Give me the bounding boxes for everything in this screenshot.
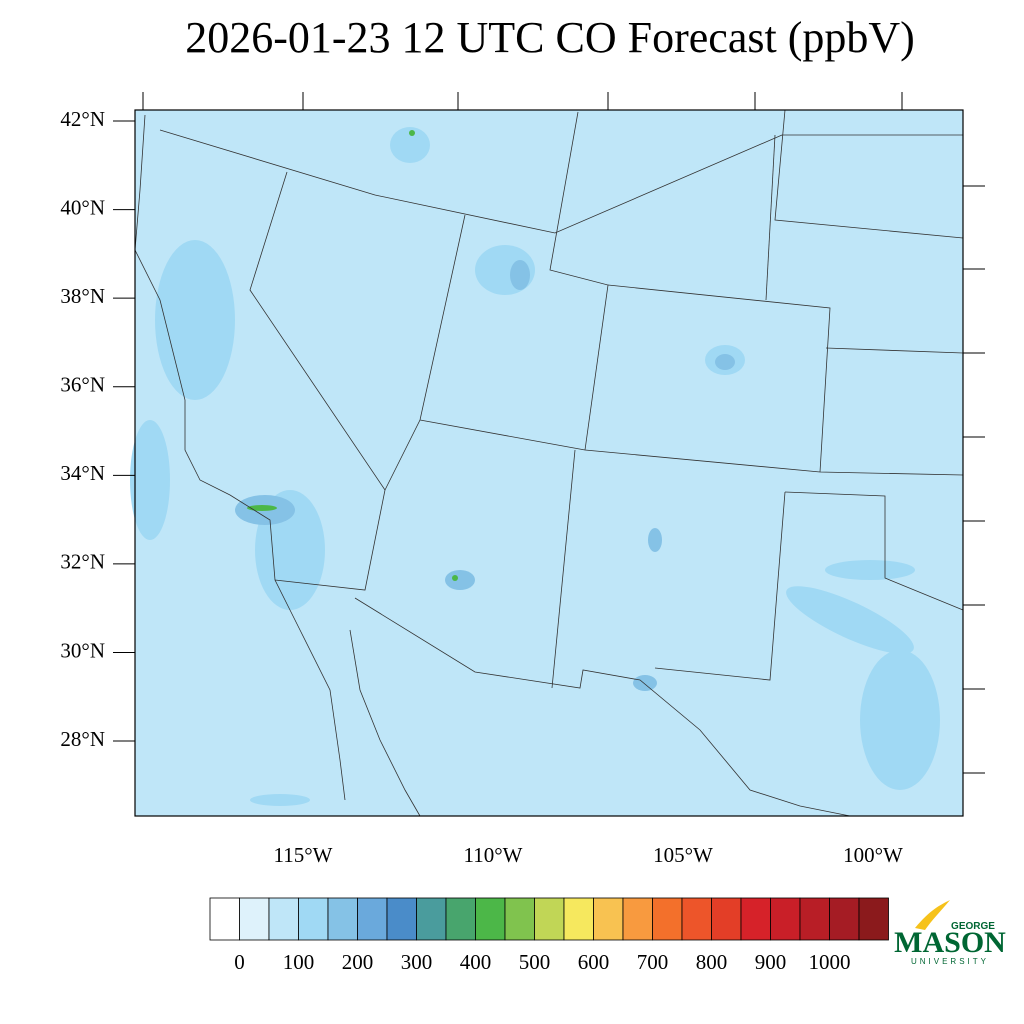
- lat-label: 32°N: [60, 550, 105, 574]
- colorbar-box: [327, 897, 358, 941]
- map-background: [135, 110, 963, 816]
- colorbar-label: 1000: [809, 950, 851, 974]
- lat-label: 42°N: [60, 107, 105, 131]
- colorbar-box: [416, 897, 447, 941]
- colorbar-box: [858, 897, 889, 941]
- colorbar-label: 100: [283, 950, 315, 974]
- colorbar-box: [799, 897, 830, 941]
- colorbar-label: 0: [234, 950, 245, 974]
- lat-label: 36°N: [60, 373, 105, 397]
- colorbar-label: 500: [519, 950, 551, 974]
- logo-name: MASON: [894, 926, 1006, 959]
- colorbar-box: [770, 897, 801, 941]
- lon-label: 105°W: [653, 843, 713, 867]
- lat-label: 30°N: [60, 638, 105, 662]
- colorbar-box: [681, 897, 712, 941]
- colorbar: 0 100 200 300 400 500 600 700 800 900 1000: [209, 897, 889, 974]
- colorbar-box: [534, 897, 565, 941]
- colorbar-box: [504, 897, 535, 941]
- peak-areas: [247, 130, 458, 581]
- colorbar-box: [563, 897, 594, 941]
- borders: [134, 109, 964, 817]
- colorbar-box: [445, 897, 476, 941]
- colorbar-label: 700: [637, 950, 669, 974]
- colorbar-label: 300: [401, 950, 433, 974]
- lon-label: 115°W: [274, 843, 333, 867]
- colorbar-label: 600: [578, 950, 610, 974]
- colorbar-box: [209, 897, 240, 941]
- title: 2026-01-23 12 UTC CO Forecast (ppbV): [185, 13, 915, 62]
- colorbar-label: 400: [460, 950, 492, 974]
- colorbar-box: [239, 897, 270, 941]
- frame-ticks: [142, 92, 985, 774]
- logo: GEORGE MASON UNIVERSITY: [894, 900, 1006, 966]
- colorbar-box: [593, 897, 624, 941]
- colorbar-box: [475, 897, 506, 941]
- colorbar-box: [652, 897, 683, 941]
- lon-label: 100°W: [843, 843, 903, 867]
- colorbar-box: [386, 897, 417, 941]
- colorbar-label: 200: [342, 950, 374, 974]
- axis-ticks: 42°N 40°N 38°N 36°N 34°N 32°N 30°N 28°N 115°W 110…: [60, 107, 903, 867]
- map-frame: [134, 109, 964, 817]
- colorbar-label: 800: [696, 950, 728, 974]
- colorbar-box: [357, 897, 388, 941]
- lat-label: 28°N: [60, 727, 105, 751]
- colorbar-box: [711, 897, 742, 941]
- lat-label: 34°N: [60, 461, 105, 485]
- logo-swoosh: [915, 900, 950, 930]
- colorbar-box: [268, 897, 299, 941]
- lat-label: 40°N: [60, 195, 105, 219]
- colorbar-box: [740, 897, 771, 941]
- colorbar-label: 900: [755, 950, 787, 974]
- colorbar-box: [298, 897, 329, 941]
- colorbar-box: [829, 897, 860, 941]
- map-area: [130, 92, 985, 817]
- logo-bottom: UNIVERSITY: [911, 957, 989, 966]
- lat-label: 38°N: [60, 284, 105, 308]
- colorbar-box: [622, 897, 653, 941]
- lon-label: 110°W: [464, 843, 523, 867]
- logo-top: GEORGE: [951, 921, 995, 932]
